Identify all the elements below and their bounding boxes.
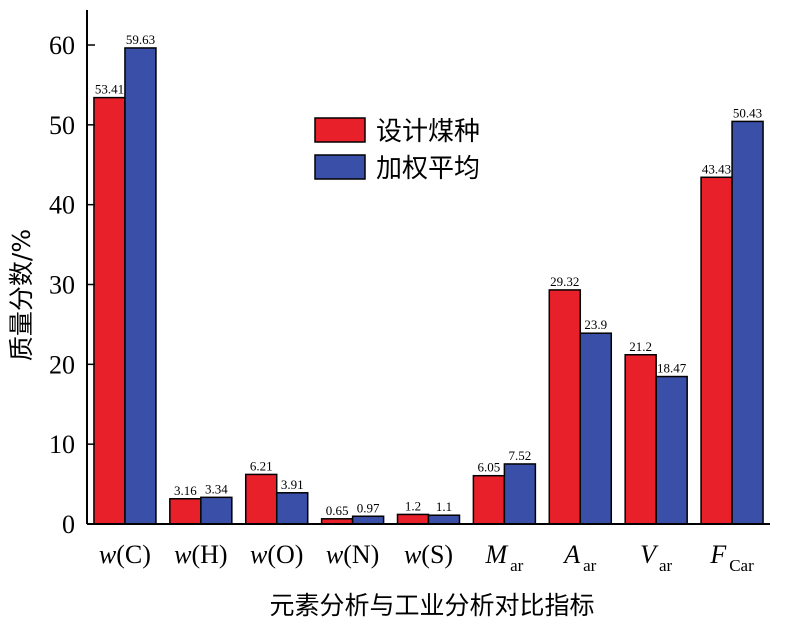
data-labels-layer: 53.41 59.63 3.16 3.34 6.21 3.91 0.65 0.97 1.2 1.1…	[95, 32, 762, 518]
data-label-weighted-average-3: 0.97	[357, 500, 380, 515]
bar-weighted-average-0	[124, 47, 157, 525]
bar-design-coal-0	[93, 96, 126, 525]
axes-layer	[86, 10, 770, 525]
legend: 设计煤种 加权平均	[314, 117, 480, 184]
y-tick-label-60: 60	[49, 31, 75, 60]
legend-swatch-design-coal	[314, 117, 366, 143]
data-label-weighted-average-2: 3.91	[281, 477, 304, 492]
data-label-design-coal-0: 53.41	[95, 82, 124, 97]
data-label-weighted-average-4: 1.1	[436, 499, 452, 514]
bar-design-coal-8	[700, 176, 733, 525]
bar-design-coal-4	[396, 513, 430, 525]
data-label-design-coal-1: 3.16	[174, 483, 197, 498]
bar-weighted-average-2	[275, 492, 309, 525]
x-category-label-4: w(S)	[404, 540, 453, 569]
bar-design-coal-5	[472, 474, 506, 525]
bar-weighted-average-4	[427, 514, 461, 525]
y-tick-label-10: 10	[49, 430, 75, 459]
bar-design-coal-7	[624, 354, 657, 525]
bar-weighted-average-1	[200, 496, 233, 525]
bar-design-coal-6	[548, 289, 582, 525]
data-label-design-coal-4: 1.2	[405, 498, 421, 513]
bar-weighted-average-3	[351, 515, 385, 525]
legend-label-design-coal: 设计煤种	[376, 117, 480, 147]
data-label-design-coal-3: 0.65	[326, 503, 349, 518]
x-category-label-0: w(C)	[99, 540, 151, 569]
y-tick-label-30: 30	[49, 271, 75, 300]
data-label-design-coal-2: 6.21	[250, 458, 273, 473]
data-label-design-coal-6: 29.32	[550, 274, 579, 289]
legend-swatch-weighted-average	[314, 154, 366, 180]
x-category-label-8: F Car	[709, 540, 754, 575]
y-tick-label-20: 20	[49, 350, 75, 379]
data-label-weighted-average-7: 18.47	[657, 361, 687, 376]
x-category-label-2: w(O)	[250, 540, 303, 569]
x-category-label-1: w(H)	[174, 540, 227, 569]
data-label-weighted-average-6: 23.9	[584, 317, 607, 332]
bars-layer	[93, 47, 764, 525]
y-tick-label-50: 50	[49, 111, 75, 140]
y-tick-label-40: 40	[49, 191, 75, 220]
bar-design-coal-2	[244, 473, 278, 525]
data-label-design-coal-5: 6.05	[478, 460, 501, 475]
data-label-weighted-average-0: 59.63	[126, 32, 155, 47]
bar-design-coal-1	[169, 498, 202, 525]
y-tick-label-0: 0	[62, 510, 75, 539]
data-label-design-coal-7: 21.2	[629, 339, 652, 354]
bar-weighted-average-7	[655, 375, 688, 525]
bar-weighted-average-6	[579, 332, 613, 525]
y-ticks-layer: 0 10 20 30 40 50 60	[49, 31, 95, 539]
data-label-design-coal-8: 43.43	[702, 161, 731, 176]
legend-label-weighted-average: 加权平均	[376, 154, 480, 184]
bar-weighted-average-8	[731, 120, 764, 525]
data-label-weighted-average-5: 7.52	[509, 448, 532, 463]
x-category-label-3: w(N)	[326, 540, 379, 569]
y-axis-title: 质量分数/%	[7, 229, 36, 361]
data-label-weighted-average-8: 50.43	[733, 105, 762, 120]
data-label-weighted-average-1: 3.34	[205, 481, 228, 496]
x-axis-title: 元素分析与工业分析对比指标	[269, 591, 594, 620]
bar-weighted-average-5	[503, 463, 537, 525]
